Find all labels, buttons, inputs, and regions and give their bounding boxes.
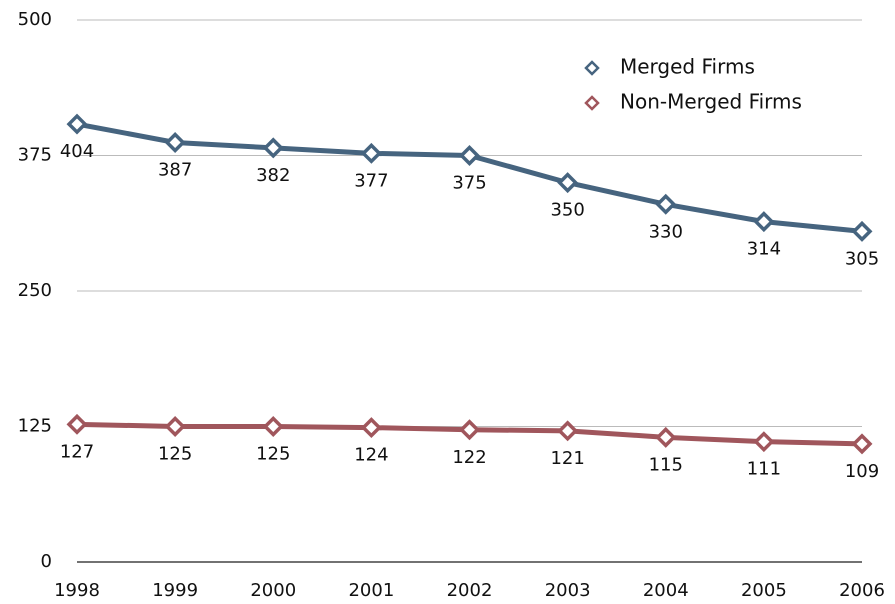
x-tick-label: 2004 [643,580,689,601]
data-label: 122 [452,447,486,468]
legend-marker [584,60,600,76]
point-marker [262,137,284,159]
x-tick-label: 2005 [741,580,787,601]
point-marker [655,426,677,448]
point-marker [655,193,677,215]
data-label: 109 [845,461,879,482]
point-marker [753,211,775,233]
point-marker [66,113,88,135]
point-marker [164,416,186,437]
y-tick-label: 125 [18,416,52,437]
point-marker [360,417,382,439]
data-label: 125 [256,444,290,465]
data-label: 377 [354,170,388,191]
data-label: 111 [747,459,781,480]
x-tick-label: 2001 [348,580,394,601]
x-tick-label: 1999 [152,580,198,601]
data-label: 115 [649,454,683,475]
point-marker [557,420,579,442]
y-tick-label: 0 [41,551,52,572]
legend-label: Merged Firms [620,55,755,79]
data-label: 387 [158,159,192,180]
point-marker [459,419,480,441]
point-marker [66,413,88,435]
data-label: 121 [550,448,584,469]
x-tick-label: 2000 [250,580,296,601]
y-tick-label: 250 [18,280,52,301]
data-label: 404 [60,141,94,162]
point-marker [557,172,579,194]
point-marker [851,433,873,455]
data-label: 350 [550,200,584,221]
data-label: 124 [354,445,388,466]
data-label: 125 [158,444,192,465]
point-marker [459,145,480,166]
data-label: 382 [256,165,290,186]
point-marker [851,220,873,242]
data-label: 305 [845,248,879,269]
point-marker [262,416,284,437]
data-label: 330 [649,221,683,242]
point-marker [164,132,186,153]
point-marker [360,142,382,164]
data-label: 314 [747,239,781,260]
x-tick-label: 1998 [54,580,100,601]
point-marker [753,431,775,453]
legend-marker [584,95,600,111]
data-label: 127 [60,441,94,462]
x-tick-label: 2002 [447,580,493,601]
legend-label: Non-Merged Firms [620,90,802,114]
x-tick-label: 2003 [545,580,591,601]
x-tick-label: 2006 [839,580,885,601]
data-label: 375 [452,173,486,194]
y-tick-label: 375 [18,145,52,166]
y-tick-label: 500 [18,9,52,30]
